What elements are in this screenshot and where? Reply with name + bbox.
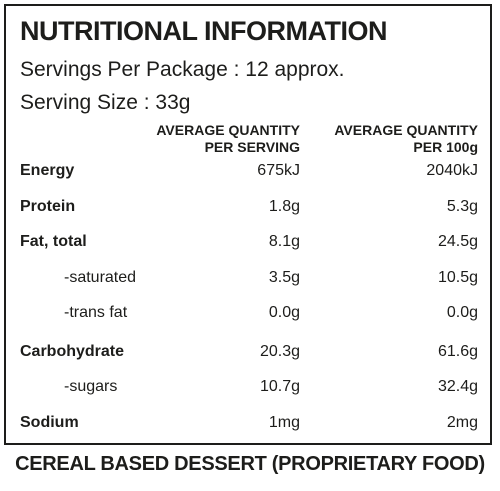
panel-title: NUTRITIONAL INFORMATION — [20, 16, 387, 46]
table-row-saturated: -saturated 3.5g 10.5g — [6, 261, 490, 295]
column-header-per-100g-line2: PER 100g — [413, 139, 478, 155]
value-per-100g: 5.3g — [446, 198, 478, 215]
serving-size: Serving Size : 33g — [20, 91, 191, 114]
value-per-100g: 10.5g — [437, 269, 478, 286]
product-description: CEREAL BASED DESSERT (PROPRIETARY FOOD) — [15, 453, 485, 475]
row-label: -trans fat — [64, 304, 128, 321]
value-per-100g: 2040kJ — [426, 162, 478, 179]
row-label: Sodium — [20, 414, 79, 431]
value-per-100g: 32.4g — [437, 378, 478, 395]
value-per-serving: 1mg — [268, 414, 300, 431]
value-per-serving: 8.1g — [268, 233, 300, 250]
value-per-100g: 24.5g — [437, 233, 478, 250]
row-label: -sugars — [64, 378, 118, 395]
table-row-fat-total: Fat, total 8.1g 24.5g — [6, 225, 490, 259]
row-label: Carbohydrate — [20, 343, 125, 360]
table-row-sugars: -sugars 10.7g 32.4g — [6, 370, 490, 404]
column-header-per-100g: AVERAGE QUANTITY PER 100g — [334, 122, 478, 156]
row-label: -saturated — [64, 269, 137, 286]
row-label: Energy — [20, 162, 75, 179]
table-row-energy: Energy 675kJ 2040kJ — [6, 154, 490, 188]
column-header-per-serving-line2: PER SERVING — [204, 139, 300, 155]
column-header-per-serving-line1: AVERAGE QUANTITY — [156, 122, 300, 138]
row-label: Protein — [20, 198, 76, 215]
table-row-carbohydrate: Carbohydrate 20.3g 61.6g — [6, 335, 490, 369]
table-row-protein: Protein 1.8g 5.3g — [6, 190, 490, 224]
column-header-per-serving: AVERAGE QUANTITY PER SERVING — [156, 122, 300, 156]
table-row-sodium: Sodium 1mg 2mg — [6, 406, 490, 440]
value-per-serving: 3.5g — [268, 269, 300, 286]
value-per-100g: 2mg — [446, 414, 478, 431]
value-per-serving: 0.0g — [268, 304, 300, 321]
value-per-100g: 61.6g — [437, 343, 478, 360]
value-per-serving: 1.8g — [268, 198, 300, 215]
table-row-trans-fat: -trans fat 0.0g 0.0g — [6, 296, 490, 330]
value-per-serving: 675kJ — [257, 162, 300, 179]
row-label: Fat, total — [20, 233, 87, 250]
value-per-serving: 10.7g — [259, 378, 300, 395]
servings-per-package: Servings Per Package : 12 approx. — [20, 58, 345, 81]
nutrition-panel: NUTRITIONAL INFORMATION Servings Per Pac… — [4, 4, 492, 445]
column-header-per-100g-line1: AVERAGE QUANTITY — [334, 122, 478, 138]
value-per-serving: 20.3g — [259, 343, 300, 360]
value-per-100g: 0.0g — [446, 304, 478, 321]
